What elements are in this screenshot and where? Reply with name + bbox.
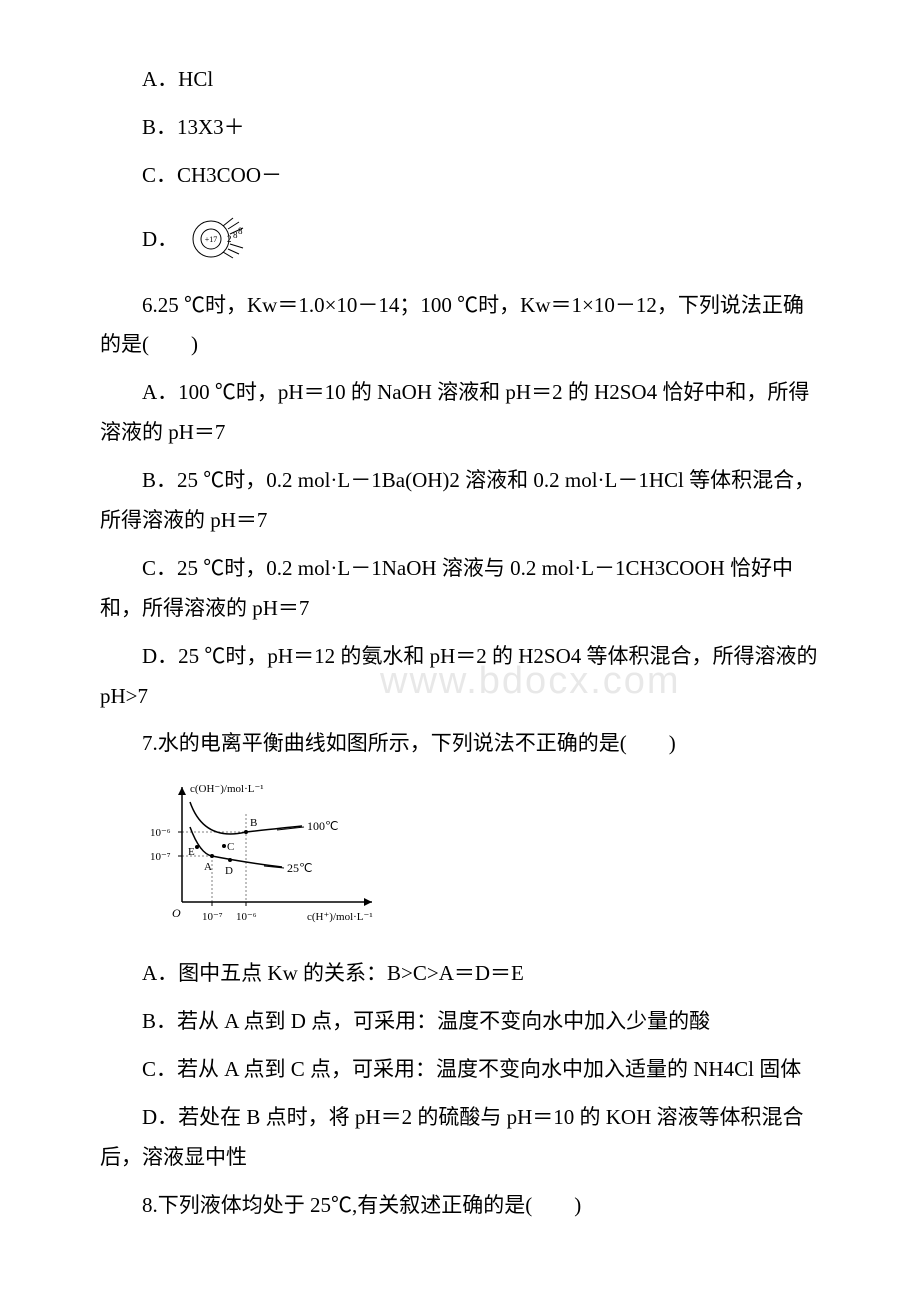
- q5-option-a: A．HCl: [100, 60, 820, 100]
- q5-option-c: C．CH3COO－: [100, 156, 820, 196]
- svg-text:A: A: [204, 861, 212, 873]
- q6-option-b: B．25 ℃时，0.2 mol·L－1Ba(OH)2 溶液和 0.2 mol·L…: [100, 461, 820, 541]
- svg-text:10⁻⁶: 10⁻⁶: [236, 911, 257, 923]
- svg-text:O: O: [172, 906, 181, 920]
- svg-text:c(H⁺)/mol·L⁻¹: c(H⁺)/mol·L⁻¹: [307, 911, 373, 923]
- q7-option-c: C．若从 A 点到 C 点，可采用：温度不变向水中加入适量的 NH4Cl 固体: [100, 1050, 820, 1090]
- q5-option-b: B．13X3＋: [100, 108, 820, 148]
- svg-text:10⁻⁶: 10⁻⁶: [150, 827, 171, 839]
- svg-text:10⁻⁷: 10⁻⁷: [150, 851, 171, 863]
- svg-text:C: C: [227, 841, 234, 853]
- q8-stem: 8.下列液体均处于 25℃,有关叙述正确的是( ): [100, 1186, 820, 1226]
- svg-text:25℃: 25℃: [287, 861, 312, 875]
- q7-chart: c(OH⁻)/mol·L⁻¹ c(H⁺)/mol·L⁻¹ 10⁻⁶ 10⁻⁷ 1…: [100, 772, 820, 946]
- ionization-curve-chart: c(OH⁻)/mol·L⁻¹ c(H⁺)/mol·L⁻¹ 10⁻⁶ 10⁻⁷ 1…: [142, 772, 402, 932]
- q7-stem: 7.水的电离平衡曲线如图所示，下列说法不正确的是( ): [100, 724, 820, 764]
- svg-text:E: E: [188, 846, 195, 858]
- q5-option-d: D． +17 2 8 8: [100, 204, 820, 278]
- atom-icon: +17 2 8 8: [183, 204, 253, 278]
- svg-text:2: 2: [227, 234, 232, 244]
- q7-option-d: D．若处在 B 点时，将 pH＝2 的硫酸与 pH＝10 的 KOH 溶液等体积…: [100, 1098, 820, 1178]
- q6-option-c: C．25 ℃时，0.2 mol·L－1NaOH 溶液与 0.2 mol·L－1C…: [100, 549, 820, 629]
- q6-option-a: A．100 ℃时，pH＝10 的 NaOH 溶液和 pH＝2 的 H2SO4 恰…: [100, 373, 820, 453]
- q7-option-a: A．图中五点 Kw 的关系：B>C>A＝D＝E: [100, 954, 820, 994]
- q7-option-b: B．若从 A 点到 D 点，可采用：温度不变向水中加入少量的酸: [100, 1002, 820, 1042]
- svg-text:10⁻⁷: 10⁻⁷: [202, 911, 223, 923]
- svg-text:100℃: 100℃: [307, 819, 338, 833]
- svg-text:+17: +17: [205, 235, 218, 244]
- svg-text:D: D: [225, 865, 233, 877]
- q6-option-d: D．25 ℃时，pH＝12 的氨水和 pH＝2 的 H2SO4 等体积混合，所得…: [100, 637, 820, 717]
- q5-option-d-prefix: D．: [142, 226, 178, 250]
- svg-text:8: 8: [238, 226, 243, 236]
- svg-text:B: B: [250, 817, 257, 829]
- svg-text:c(OH⁻)/mol·L⁻¹: c(OH⁻)/mol·L⁻¹: [190, 783, 264, 795]
- q6-stem: 6.25 ℃时，Kw＝1.0×10－14；100 ℃时，Kw＝1×10－12，下…: [100, 286, 820, 366]
